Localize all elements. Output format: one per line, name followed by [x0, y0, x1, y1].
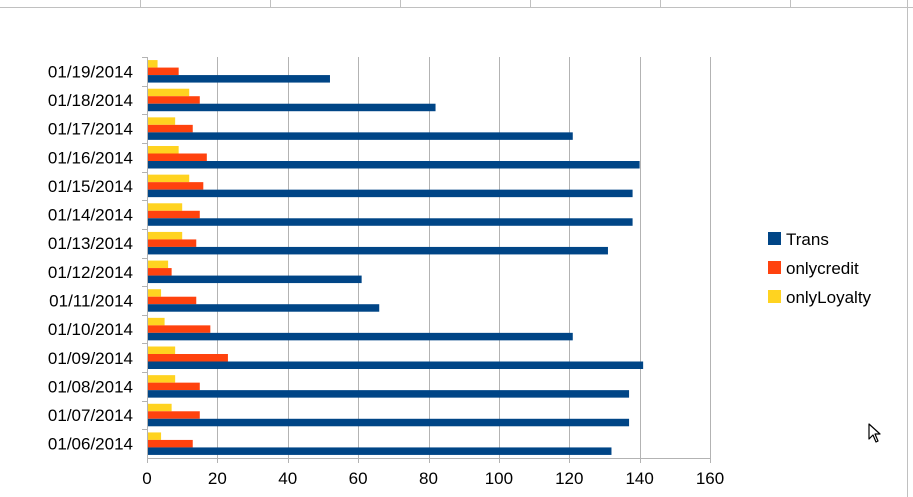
bar-onlyloyalty[interactable]	[147, 146, 179, 154]
bar-onlycredit[interactable]	[147, 411, 200, 419]
chart-legend[interactable]: Trans onlycredit onlyLoyalty	[768, 230, 872, 307]
bar-onlyloyalty[interactable]	[147, 231, 183, 240]
x-tick-label: 160	[696, 469, 724, 488]
bar-trans[interactable]	[147, 361, 644, 370]
bar-onlycredit[interactable]	[147, 296, 197, 305]
legend-label: Trans	[786, 230, 829, 249]
category-label: 01/17/2014	[48, 120, 133, 139]
bar-onlyloyalty[interactable]	[147, 260, 169, 269]
legend-swatch	[768, 290, 781, 303]
bar-onlyloyalty[interactable]	[147, 117, 176, 125]
bar-trans[interactable]	[147, 275, 362, 284]
bar-onlycredit[interactable]	[147, 153, 207, 162]
bar-onlycredit[interactable]	[147, 210, 200, 219]
x-tick-label: 120	[555, 469, 583, 488]
x-tick-label: 0	[142, 469, 151, 488]
bar-trans[interactable]	[147, 189, 633, 198]
category-label: 01/16/2014	[48, 148, 133, 167]
bar-onlycredit[interactable]	[147, 67, 179, 76]
legend-swatch	[768, 261, 781, 274]
category-label: 01/18/2014	[48, 91, 133, 110]
bar-trans[interactable]	[147, 304, 380, 312]
bar-onlycredit[interactable]	[147, 439, 193, 448]
bar-onlycredit[interactable]	[147, 239, 197, 247]
bar-onlycredit[interactable]	[147, 354, 228, 362]
category-axis-labels: 01/19/2014 01/18/2014 01/17/2014 01/16/2014…	[48, 62, 133, 453]
mouse-pointer-icon	[868, 423, 881, 443]
x-tick-label: 40	[278, 469, 297, 488]
x-tick-label: 20	[208, 469, 227, 488]
bar-trans[interactable]	[147, 390, 630, 398]
bar-onlycredit[interactable]	[147, 96, 200, 104]
chart-gridlines	[217, 57, 711, 458]
category-label: 01/11/2014	[49, 291, 133, 310]
bar-trans[interactable]	[147, 447, 612, 455]
bar-onlycredit[interactable]	[147, 382, 200, 391]
category-label: 01/14/2014	[48, 206, 133, 225]
bar-trans[interactable]	[147, 246, 608, 255]
bar-onlycredit[interactable]	[147, 182, 204, 190]
category-label: 01/10/2014	[48, 320, 133, 339]
x-tick-label: 100	[485, 469, 513, 488]
bar-onlyloyalty[interactable]	[147, 174, 190, 183]
x-tick-label: 60	[349, 469, 368, 488]
category-label: 01/19/2014	[48, 62, 133, 81]
bar-onlyloyalty[interactable]	[147, 289, 162, 297]
bar-onlyloyalty[interactable]	[147, 88, 190, 97]
bar-trans[interactable]	[147, 418, 630, 427]
bar-onlycredit[interactable]	[147, 268, 172, 276]
bar-onlyloyalty[interactable]	[147, 403, 172, 412]
bar-trans[interactable]	[147, 132, 573, 140]
legend-swatch	[768, 232, 781, 245]
bar-trans[interactable]	[147, 161, 640, 169]
category-label: 01/12/2014	[48, 263, 133, 282]
bar-onlyloyalty[interactable]	[147, 203, 183, 211]
bar-onlyloyalty[interactable]	[147, 346, 176, 355]
legend-label: onlyLoyalty	[786, 288, 872, 307]
x-tick-label: 80	[419, 469, 438, 488]
chart-bars	[147, 60, 644, 455]
value-axis-labels: 0 20 40 60 80 100 120 140 160	[142, 469, 724, 488]
bar-trans[interactable]	[147, 332, 573, 341]
category-label: 01/07/2014	[48, 406, 133, 425]
category-label: 01/15/2014	[48, 177, 133, 196]
category-label: 01/13/2014	[48, 234, 133, 253]
bar-onlyloyalty[interactable]	[147, 60, 158, 68]
bar-onlycredit[interactable]	[147, 124, 193, 133]
bar-trans[interactable]	[147, 218, 633, 226]
x-tick-label: 140	[625, 469, 653, 488]
bar-onlycredit[interactable]	[147, 325, 211, 333]
category-label: 01/09/2014	[48, 349, 133, 368]
bar-onlyloyalty[interactable]	[147, 375, 176, 383]
category-label: 01/06/2014	[48, 435, 133, 454]
legend-label: onlycredit	[786, 259, 859, 278]
category-label: 01/08/2014	[48, 377, 133, 396]
bar-onlyloyalty[interactable]	[147, 317, 165, 326]
bar-onlyloyalty[interactable]	[147, 432, 162, 440]
chart-axes	[142, 57, 711, 463]
bar-trans[interactable]	[147, 103, 436, 112]
bar-trans[interactable]	[147, 75, 330, 83]
